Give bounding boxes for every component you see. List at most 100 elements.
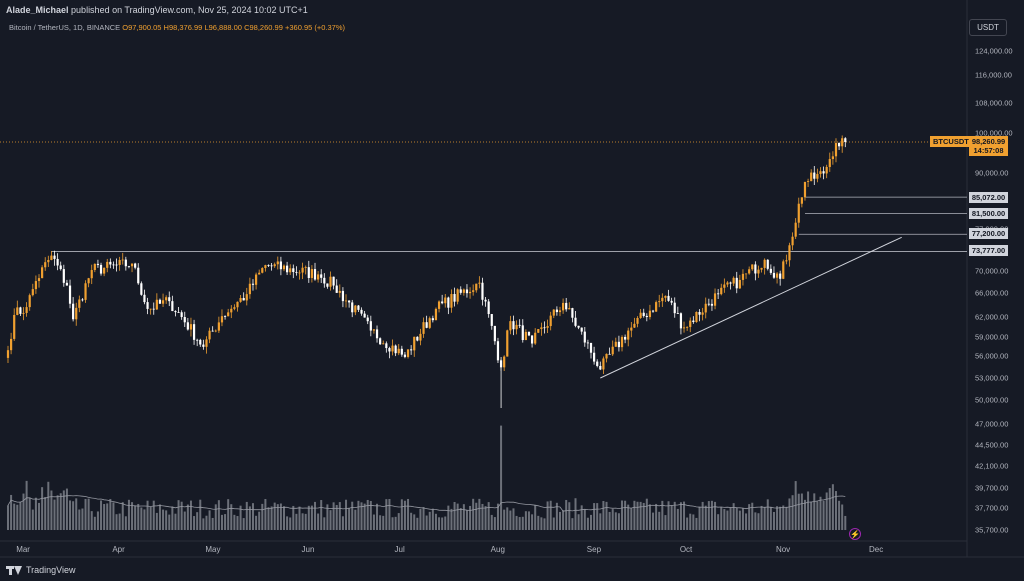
- candle-body: [472, 290, 475, 292]
- volume-bar: [562, 510, 565, 530]
- candle-body: [726, 282, 729, 285]
- candle-body: [534, 332, 537, 344]
- volume-bar: [202, 518, 205, 530]
- candle-body: [630, 327, 633, 331]
- symbol-tag: BTCUSDT: [930, 136, 972, 147]
- candle-body: [450, 294, 453, 308]
- currency-selector[interactable]: USDT: [969, 19, 1007, 36]
- volume-bar: [447, 505, 450, 530]
- volume-bar: [645, 498, 648, 530]
- candle-body: [298, 272, 301, 274]
- candle-body: [282, 265, 286, 270]
- month-label: Mar: [16, 545, 30, 554]
- volume-bar: [751, 502, 754, 530]
- volume-bar: [100, 500, 103, 530]
- volume-bar: [515, 515, 518, 530]
- candle-body: [99, 264, 103, 274]
- candle-body: [72, 303, 75, 320]
- volume-bar: [720, 506, 723, 530]
- volume-bar: [769, 506, 772, 530]
- candle-body: [270, 265, 273, 267]
- candle-body: [561, 302, 565, 311]
- candle-body: [506, 330, 509, 357]
- candle-body: [686, 326, 689, 328]
- volume-bar: [723, 509, 726, 530]
- volume-bar: [558, 511, 561, 530]
- candle-body: [841, 138, 844, 147]
- candle-body: [819, 171, 822, 174]
- volume-bar: [655, 503, 658, 530]
- volume-bar: [469, 505, 472, 530]
- volume-bar: [245, 501, 248, 530]
- candle-body: [571, 308, 574, 318]
- bar-countdown: 14:57:08: [973, 146, 1004, 155]
- volume-bar: [193, 516, 196, 530]
- candle-body: [422, 322, 425, 334]
- candle-body: [617, 341, 621, 348]
- candle-body: [779, 273, 782, 279]
- volume-bar: [782, 505, 785, 530]
- month-label: Nov: [776, 545, 790, 554]
- volume-bar: [459, 508, 462, 530]
- volume-bar: [140, 507, 143, 530]
- price-axis-label: 116,000.00: [975, 71, 1012, 80]
- candle-body: [586, 342, 590, 344]
- candle-body: [689, 320, 692, 327]
- candle-body: [62, 269, 65, 283]
- volume-bar: [121, 502, 124, 530]
- lightning-icon[interactable]: ⚡: [849, 528, 861, 540]
- volume-bar: [183, 511, 186, 530]
- author-name[interactable]: Alade_Michael: [6, 5, 69, 15]
- open-value: O97,900.05: [122, 23, 162, 32]
- candle-body: [93, 263, 96, 271]
- candle-body: [720, 287, 723, 295]
- volume-bar: [701, 501, 704, 530]
- volume-bar: [819, 496, 822, 530]
- candle-body: [118, 260, 121, 265]
- candle-body: [10, 338, 13, 351]
- volume-bar: [44, 497, 47, 530]
- volume-bar: [7, 505, 9, 530]
- volume-bar: [25, 480, 28, 530]
- candle-body: [788, 245, 791, 261]
- volume-bar: [565, 499, 568, 530]
- candle-body: [549, 315, 552, 327]
- change-value: +360.95 (+0.37%): [284, 23, 346, 32]
- candle-body: [655, 302, 658, 312]
- candle-body: [425, 322, 428, 328]
- candle-body: [140, 283, 143, 295]
- volume-bar: [791, 495, 794, 530]
- symbol-text[interactable]: Bitcoin / TetherUS, 1D, BINANCE: [9, 23, 121, 32]
- candle-body: [676, 313, 679, 314]
- volume-bar: [264, 499, 267, 530]
- volume-bar: [289, 517, 292, 530]
- candle-body: [245, 294, 248, 301]
- price-axis-label: 42,100.00: [975, 462, 1008, 471]
- candle-body: [602, 358, 605, 370]
- candle-body: [444, 297, 447, 304]
- volume-bar: [593, 503, 596, 530]
- published-text: published on TradingView.com, Nov 25, 20…: [71, 5, 308, 15]
- candle-body: [844, 138, 847, 142]
- volume-bar: [776, 506, 779, 530]
- candle-body: [189, 324, 193, 330]
- candle-body: [239, 298, 242, 302]
- volume-bar: [416, 517, 419, 530]
- volume-bar: [472, 498, 475, 530]
- volume-bar: [549, 500, 552, 530]
- candle-body: [552, 309, 555, 316]
- candle-body: [664, 295, 667, 298]
- candle-body: [530, 335, 534, 344]
- candle-body: [174, 311, 177, 313]
- volume-bar: [834, 491, 837, 530]
- trend-line: [600, 236, 902, 379]
- volume-bar: [273, 502, 276, 530]
- candle-body: [465, 289, 469, 294]
- volume-bar: [205, 515, 208, 530]
- price-axis-label: 35,700.00: [975, 526, 1008, 535]
- candle-body: [360, 309, 363, 314]
- volume-bar: [763, 507, 766, 530]
- candle-body: [78, 299, 81, 308]
- volume-bar: [304, 513, 307, 530]
